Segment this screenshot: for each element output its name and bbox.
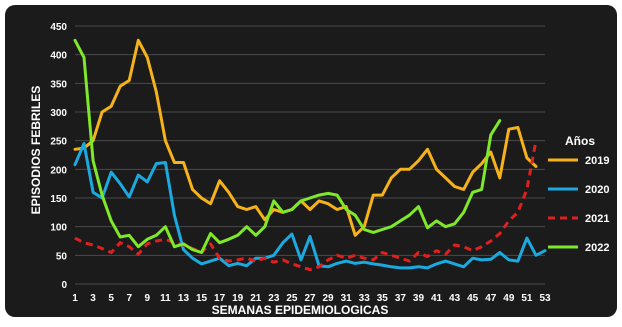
x-tick-label: 53 — [539, 293, 551, 304]
x-axis-title: SEMANAS EPIDEMIOLOGICAS — [212, 303, 389, 317]
legend-label-2022: 2022 — [585, 242, 609, 254]
legend: Años 2019 2020 2021 2022 — [548, 134, 609, 254]
x-tick-label: 43 — [449, 293, 461, 304]
x-tick-label: 49 — [503, 293, 515, 304]
y-tick-label: 50 — [56, 251, 68, 262]
y-tick-label: 100 — [50, 223, 67, 234]
series-line-2020 — [73, 142, 547, 270]
x-tick-label: 51 — [521, 293, 533, 304]
legend-label-2021: 2021 — [585, 213, 609, 225]
x-tick-label: 1 — [72, 293, 78, 304]
y-tick-label: 300 — [50, 108, 67, 119]
x-tick-label: 39 — [413, 293, 425, 304]
x-tick-label: 5 — [108, 293, 114, 304]
x-tick-label: 11 — [160, 293, 171, 304]
y-tick-label: 0 — [61, 280, 67, 291]
x-tick-label: 25 — [286, 293, 298, 304]
x-tick-label: 31 — [341, 293, 353, 304]
y-tick-label: 200 — [50, 165, 67, 176]
series-line-2021 — [74, 140, 538, 272]
series-line-2022 — [73, 38, 502, 254]
legend-items: 2019 2020 2021 2022 — [548, 155, 609, 254]
x-tick-label: 37 — [395, 293, 407, 304]
x-tick-label: 15 — [196, 293, 208, 304]
x-tick-label: 21 — [250, 293, 262, 304]
x-tick-label: 35 — [377, 293, 389, 304]
series-line-2019 — [73, 38, 538, 237]
x-tick-label: 33 — [359, 293, 371, 304]
y-tick-label: 150 — [50, 194, 67, 205]
y-tick-label: 350 — [50, 79, 67, 90]
legend-label-2020: 2020 — [585, 184, 609, 196]
x-tick-label: 41 — [431, 293, 443, 304]
y-tick-label: 400 — [50, 51, 67, 62]
y-tick-label: 450 — [50, 22, 67, 33]
x-tick-label: 45 — [467, 293, 479, 304]
x-tick-label: 27 — [304, 293, 316, 304]
legend-title: Años — [565, 134, 595, 148]
x-tick-label: 19 — [232, 293, 244, 304]
series-lines — [73, 38, 547, 272]
x-tick-label: 9 — [145, 293, 151, 304]
y-axis-title: EPISODIOS FEBRILES — [29, 86, 43, 215]
y-tick-label: 250 — [50, 137, 67, 148]
x-tick-label: 23 — [268, 293, 280, 304]
x-tick-label: 17 — [214, 293, 226, 304]
x-tick-label: 3 — [90, 293, 96, 304]
x-tick-label: 47 — [485, 293, 497, 304]
x-tick-label: 29 — [323, 293, 335, 304]
x-tick-label: 13 — [178, 293, 190, 304]
legend-label-2019: 2019 — [585, 155, 609, 167]
x-tick-label: 7 — [126, 293, 132, 304]
